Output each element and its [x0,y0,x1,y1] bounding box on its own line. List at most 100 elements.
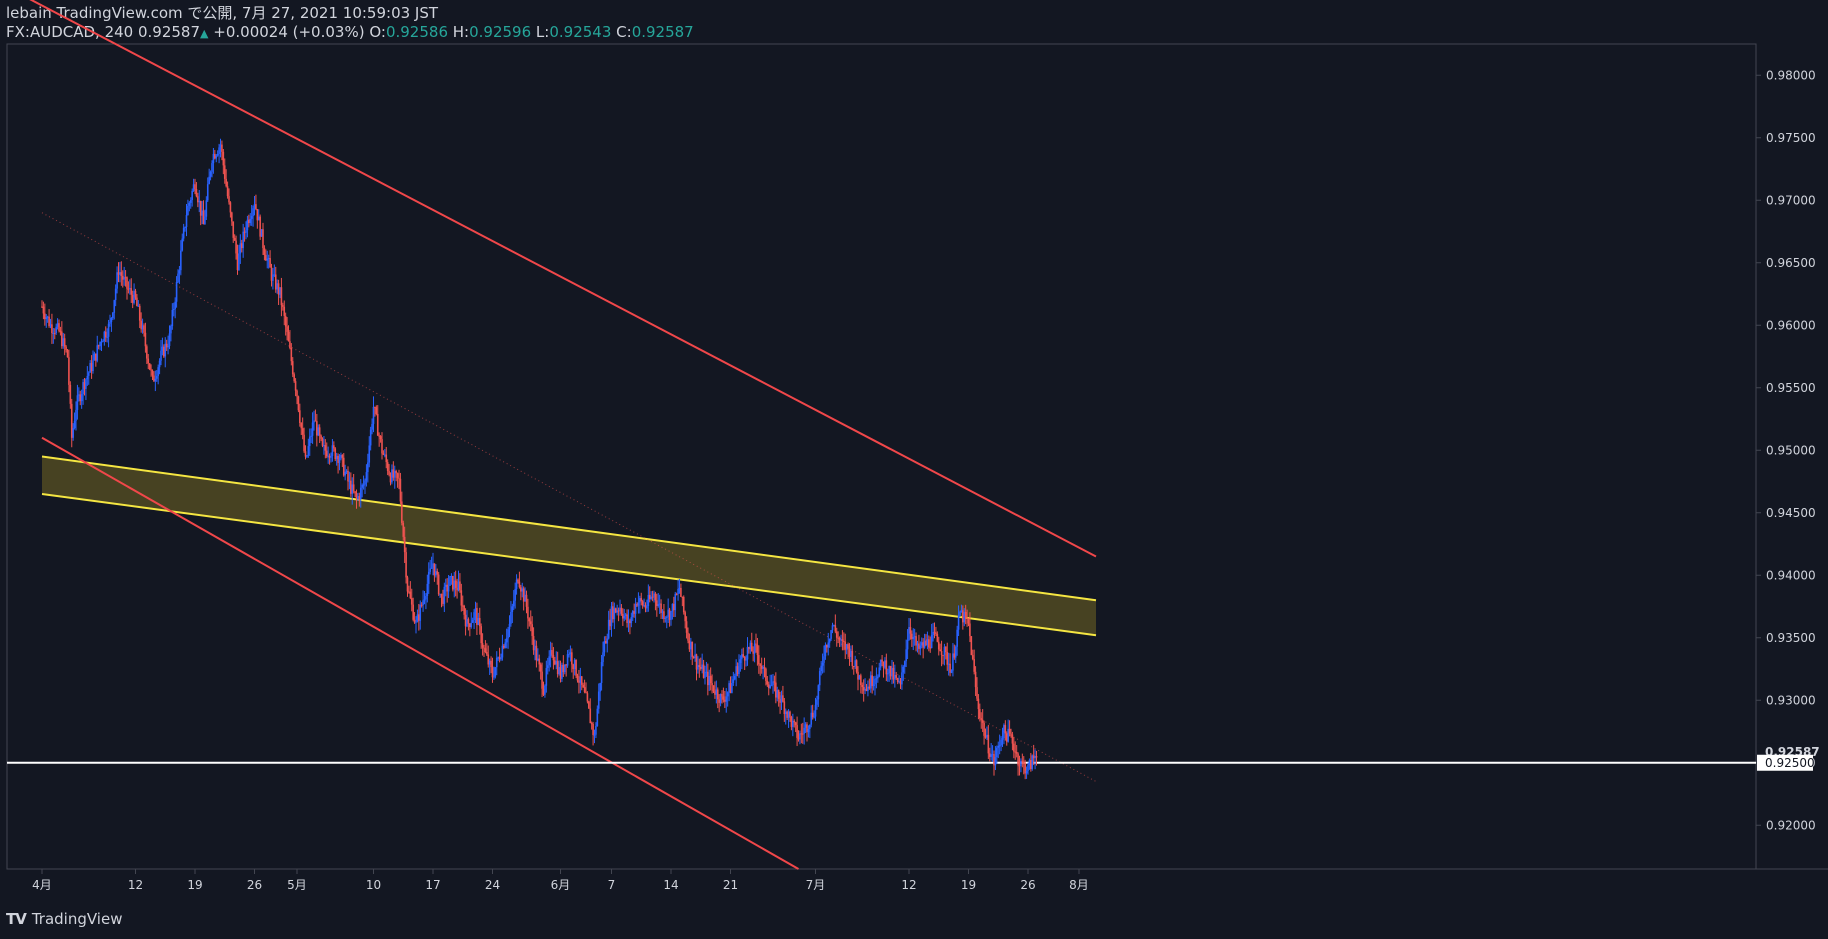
candle-body [663,611,665,619]
high-label: H: [452,23,470,41]
tradingview-logo[interactable]: TV TradingView [6,910,122,928]
candle-body [1005,733,1008,742]
price-axis[interactable]: 0.98000 0.97500 0.97000 0.96500 0.96000 0.955… [1756,68,1816,832]
candle-body [63,338,66,347]
candle-body [415,621,417,623]
zone-fill[interactable] [42,456,1096,636]
candle-body [100,341,103,343]
candle-body [651,596,654,598]
candle-body [70,403,73,438]
candle-body [784,711,787,714]
candle-body [993,754,995,766]
candle-body [538,658,541,665]
candle-body [661,611,664,614]
candle-body [983,722,985,736]
candle-body [96,345,99,361]
candle-body [279,287,281,295]
channel-lower-line[interactable] [41,436,799,870]
candle-body [616,610,618,613]
candle-body [653,593,655,597]
zone-upper-line[interactable] [41,455,1097,602]
candle-body [585,692,587,694]
candle-body [952,653,954,671]
candle-body [589,708,592,724]
candle-body [480,626,482,644]
candle-body [174,301,176,309]
candle-body [913,636,916,638]
candle-body [612,606,614,620]
candle-body [245,230,247,233]
candle-body [670,611,672,620]
time-tick-label: 24 [485,878,500,892]
candle-body [609,619,611,627]
candle-body [542,688,545,695]
trendlines[interactable] [7,0,1756,870]
candle-body [85,379,87,389]
candle-body [341,455,344,458]
time-axis[interactable]: 4月 12 19 26 5月 10 17 24 6月 7 14 21 7月 12 19 26 8月 [32,869,1089,892]
candle-body [255,204,257,210]
candle-body [835,631,838,638]
candle-body [161,346,164,351]
candle-body [617,610,620,612]
candle-body [73,420,76,429]
candle-body [535,645,538,661]
candle-body [908,627,910,641]
candle-body [745,659,747,661]
time-tick-label: 7 [608,878,616,892]
candle-body [936,634,939,642]
candle-body [765,668,767,681]
open-label: O: [369,23,386,41]
candle-body [984,735,987,738]
candle-body [138,305,141,321]
candle-body [684,612,686,622]
time-tick-label: 6月 [551,878,571,892]
candle-body [933,631,936,633]
candle-body [857,671,859,680]
candle-body [266,258,269,261]
candle-body [529,621,532,625]
zone-lower-line[interactable] [41,493,1097,637]
level-label-box [1757,754,1813,771]
candle-body [665,616,668,618]
candle-body [371,423,373,430]
candle-body [845,644,848,650]
candle-body [151,370,154,376]
candle-body [435,571,437,576]
candle-body [89,363,91,373]
candle-body [391,469,393,483]
candle-body [626,614,628,624]
candle-body [494,667,497,677]
resistance-zone[interactable] [41,455,1097,637]
low-label: L: [535,23,550,41]
candle-body [879,659,882,668]
candle-body [821,662,824,666]
candle-body [62,338,65,347]
candle-body [447,585,450,592]
candle-body [355,493,358,500]
candle-body [843,641,845,643]
candle-body [364,480,366,485]
candle-body [718,699,720,703]
candle-body [692,656,695,659]
candle-body [374,406,376,408]
candle-body [331,445,334,456]
candle-body [739,659,742,664]
candle-body [935,632,937,635]
candle-body [450,575,453,577]
time-tick-label: 5月 [287,878,307,892]
candle-body [888,666,890,674]
candle-body [833,625,835,627]
candle-body [398,477,400,479]
candle-body [716,689,719,700]
candle-body [175,282,178,302]
candle-body [681,596,684,598]
candle-body [466,619,468,627]
candle-body [820,665,822,672]
candle-body [664,617,667,619]
candle-body [583,687,586,693]
candle-body [280,287,283,306]
candle-body [714,691,716,695]
channel-upper-line[interactable] [8,0,1097,558]
